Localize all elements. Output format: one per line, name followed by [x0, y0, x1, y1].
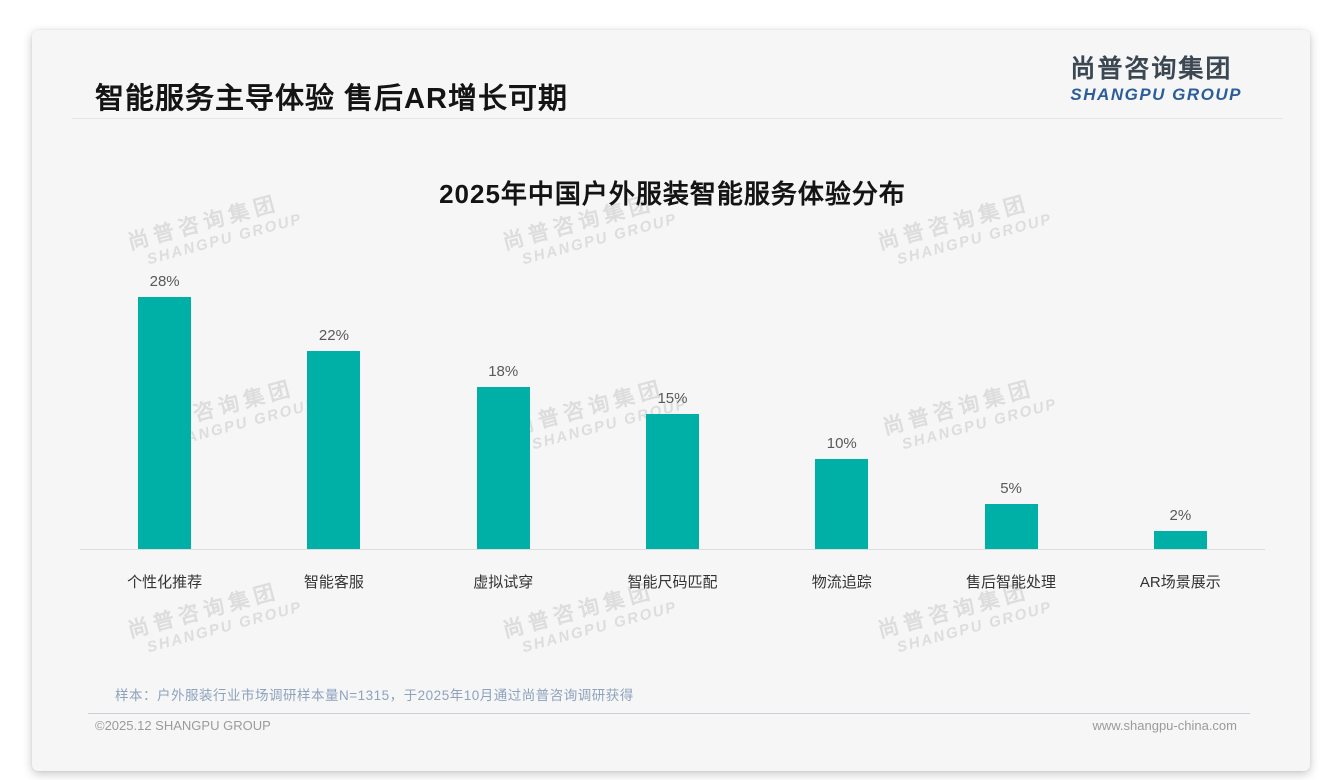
- bar-value-label: 2%: [1169, 507, 1192, 524]
- category-label: 物流追踪: [811, 574, 872, 591]
- watermark-text-en: SHANGPU GROUP: [520, 598, 680, 657]
- bar-slot-1: 28%: [80, 273, 249, 549]
- website-url: www.shangpu-china.com: [1092, 718, 1237, 733]
- category-label: 虚拟试穿: [473, 574, 534, 591]
- logo-text-cn: 尚普咨询集团: [1070, 55, 1233, 83]
- bar-slot-7: 2%: [1096, 507, 1265, 549]
- company-logo: 尚普咨询集团 SHANGPU GROUP: [1070, 54, 1242, 105]
- bar-slot-5: 10%: [757, 435, 926, 549]
- category-label: 售后智能处理: [966, 574, 1057, 591]
- slide-card: 尚普咨询集团 SHANGPU GROUP 尚普咨询集团 SHANGPU GROU…: [32, 30, 1310, 771]
- header-divider: [72, 118, 1283, 119]
- bar-value-label: 22%: [318, 327, 349, 344]
- sample-note: 样本：户外服装行业市场调研样本量N=1315，于2025年10月通过尚普咨询调研…: [115, 688, 634, 703]
- watermark-text-en: SHANGPU GROUP: [895, 598, 1055, 657]
- logo-text-en: SHANGPU GROUP: [1070, 85, 1242, 104]
- bar-slot-3: 18%: [419, 363, 588, 549]
- chart-title: 2025年中国户外服装智能服务体验分布: [439, 179, 906, 209]
- bar: [815, 459, 869, 549]
- bar-chart: 2025年中国户外服装智能服务体验分布 28% 22% 18% 15% 10% 5% 2% …: [80, 180, 1265, 592]
- watermark-text-en: SHANGPU GROUP: [145, 598, 305, 657]
- copyright-text: ©2025.12 SHANGPU GROUP: [95, 718, 271, 733]
- page-title: 智能服务主导体验 售后AR增长可期: [95, 83, 568, 115]
- bar: [984, 504, 1038, 549]
- category-label: AR场景展示: [1139, 574, 1221, 591]
- bar-value-label: 18%: [488, 363, 519, 380]
- bar: [307, 351, 361, 549]
- bar-slot-6: 5%: [926, 480, 1095, 549]
- bar-value-label: 10%: [826, 435, 857, 452]
- category-label: 个性化推荐: [127, 574, 203, 591]
- bar-value-label: 28%: [149, 273, 180, 290]
- bar: [476, 387, 530, 549]
- bar-slot-4: 15%: [588, 390, 757, 549]
- bar: [645, 414, 699, 549]
- chart-plot-area: 28% 22% 18% 15% 10% 5% 2%: [80, 240, 1265, 550]
- bar: [1153, 531, 1207, 549]
- bar-value-label: 5%: [1000, 480, 1022, 497]
- bar-slot-2: 22%: [249, 327, 418, 549]
- category-label: 智能尺码匹配: [627, 574, 718, 591]
- footer-divider: [88, 713, 1250, 714]
- bar: [138, 297, 192, 549]
- category-label: 智能客服: [303, 574, 364, 591]
- chart-category-axis: 个性化推荐 智能客服 虚拟试穿 智能尺码匹配 物流追踪 售后智能处理 AR场景展示: [80, 550, 1265, 592]
- bar-value-label: 15%: [657, 390, 688, 407]
